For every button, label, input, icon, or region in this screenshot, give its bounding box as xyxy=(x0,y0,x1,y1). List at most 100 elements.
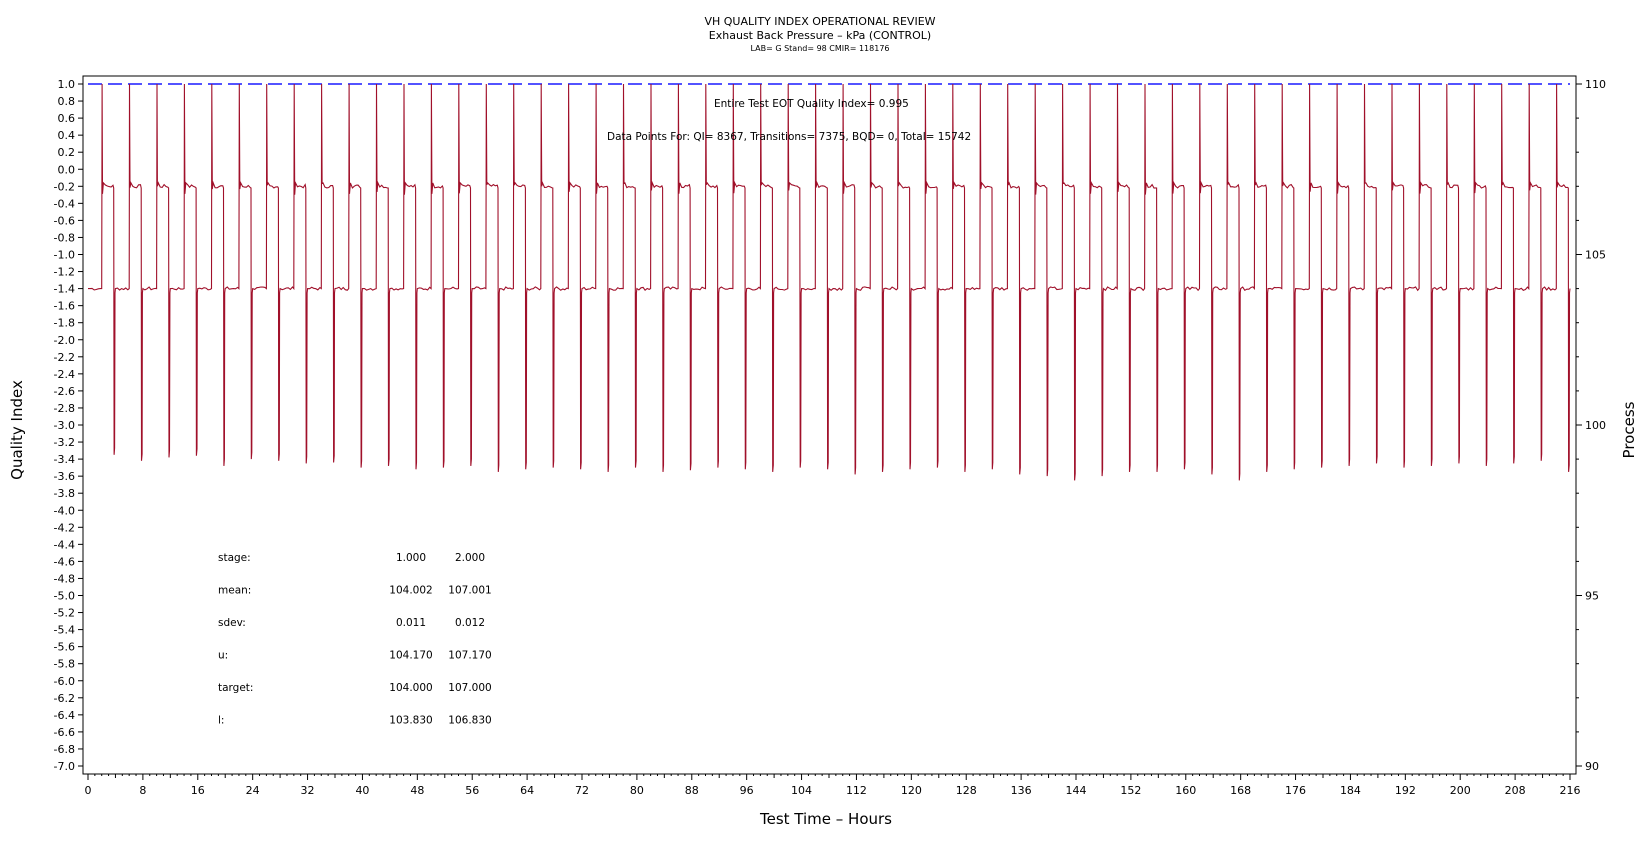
x-tick-label: 144 xyxy=(1066,784,1087,797)
left-tick-label: 0.0 xyxy=(58,163,76,176)
x-tick-label: 176 xyxy=(1285,784,1306,797)
x-tick-label: 64 xyxy=(520,784,534,797)
x-tick-label: 72 xyxy=(575,784,589,797)
left-tick-label: -3.2 xyxy=(54,436,75,449)
left-tick-label: 0.4 xyxy=(58,129,76,142)
left-tick-label: -3.6 xyxy=(54,470,75,483)
x-tick-label: 128 xyxy=(956,784,977,797)
quality-index-series xyxy=(88,83,1571,481)
left-tick-label: -6.2 xyxy=(54,692,75,705)
x-tick-label: 80 xyxy=(630,784,644,797)
left-tick-label: -6.4 xyxy=(54,709,75,722)
left-tick-label: -2.2 xyxy=(54,351,75,364)
left-axis: 1.0 0.8 0.6 0.4 0.2 0.0 -0.2 -0.4 -0.6 -0.8 -1.0 -1… xyxy=(54,78,83,773)
stats-value: 104.002 xyxy=(389,585,432,597)
x-tick-label: 8 xyxy=(139,784,146,797)
x-tick-label: 208 xyxy=(1505,784,1526,797)
right-tick-label: 100 xyxy=(1585,419,1606,432)
left-tick-label: -2.4 xyxy=(54,368,75,381)
left-tick-label: -3.0 xyxy=(54,419,75,432)
series-group xyxy=(88,83,1571,481)
x-tick-label: 120 xyxy=(901,784,922,797)
left-tick-label: 0.6 xyxy=(58,112,76,125)
chart-subtitle-lab: LAB= G Stand= 98 CMIR= 118176 xyxy=(750,44,889,53)
stats-value: 106.830 xyxy=(448,715,491,727)
annotation-data-points: Data Points For: QI= 8367, Transitions= … xyxy=(607,131,971,143)
x-tick-label: 112 xyxy=(846,784,867,797)
left-tick-label: -0.6 xyxy=(54,214,75,227)
right-tick-label: 90 xyxy=(1585,760,1599,773)
left-tick-label: -5.4 xyxy=(54,624,75,637)
x-tick-label: 96 xyxy=(740,784,754,797)
stats-value: 104.000 xyxy=(389,682,432,694)
left-tick-label: 0.8 xyxy=(58,95,76,108)
left-tick-label: -2.0 xyxy=(54,334,75,347)
left-tick-label: -0.2 xyxy=(54,180,75,193)
stats-value: 1.000 xyxy=(396,552,426,564)
x-tick-label: 160 xyxy=(1175,784,1196,797)
x-tick-label: 216 xyxy=(1560,784,1581,797)
left-tick-label: -6.0 xyxy=(54,675,75,688)
left-tick-label: -1.8 xyxy=(54,317,75,330)
left-tick-label: -3.4 xyxy=(54,453,75,466)
stats-value: 107.170 xyxy=(448,650,491,662)
x-axis-label: Test Time – Hours xyxy=(759,810,892,828)
stats-label: stage: xyxy=(218,552,251,564)
left-tick-label: -0.4 xyxy=(54,197,75,210)
x-tick-label: 24 xyxy=(246,784,260,797)
left-tick-label: -7.0 xyxy=(54,760,75,773)
left-tick-label: -4.0 xyxy=(54,504,75,517)
x-axis: 0 8 16 24 32 40 48 56 64 72 80 88 96 104 112 120 128 136 1… xyxy=(85,774,1581,797)
x-tick-label: 168 xyxy=(1230,784,1251,797)
y-axis-label-left: Quality Index xyxy=(8,380,26,480)
left-tick-label: 0.2 xyxy=(58,146,76,159)
left-tick-label: -2.6 xyxy=(54,385,75,398)
right-tick-label: 95 xyxy=(1585,590,1599,603)
left-tick-label: -1.2 xyxy=(54,266,75,279)
x-tick-label: 184 xyxy=(1340,784,1361,797)
stats-label: target: xyxy=(218,682,253,694)
x-tick-label: 104 xyxy=(791,784,812,797)
stats-value: 103.830 xyxy=(389,715,432,727)
x-tick-label: 40 xyxy=(355,784,369,797)
left-tick-label: -6.6 xyxy=(54,726,75,739)
left-tick-label: -3.8 xyxy=(54,487,75,500)
stats-value: 104.170 xyxy=(389,650,432,662)
stats-value: 2.000 xyxy=(455,552,485,564)
left-tick-label: 1.0 xyxy=(58,78,76,91)
x-tick-label: 48 xyxy=(410,784,424,797)
stats-label: sdev: xyxy=(218,617,246,629)
left-tick-label: -5.0 xyxy=(54,590,75,603)
left-tick-label: -0.8 xyxy=(54,231,75,244)
left-tick-label: -4.2 xyxy=(54,521,75,534)
x-tick-label: 200 xyxy=(1450,784,1471,797)
chart-title: VH QUALITY INDEX OPERATIONAL REVIEW xyxy=(704,15,935,28)
x-tick-label: 16 xyxy=(191,784,205,797)
stats-value: 0.011 xyxy=(396,617,426,629)
x-tick-label: 136 xyxy=(1011,784,1032,797)
left-tick-label: -2.8 xyxy=(54,402,75,415)
stats-label: l: xyxy=(218,715,224,727)
x-tick-label: 32 xyxy=(301,784,315,797)
left-tick-label: -4.6 xyxy=(54,555,75,568)
right-tick-label: 110 xyxy=(1585,78,1606,91)
left-tick-label: -5.6 xyxy=(54,641,75,654)
left-tick-label: -5.8 xyxy=(54,658,75,671)
x-tick-label: 56 xyxy=(465,784,479,797)
stats-value: 0.012 xyxy=(455,617,485,629)
stats-value: 107.000 xyxy=(448,682,491,694)
stats-label: u: xyxy=(218,650,228,662)
right-tick-label: 105 xyxy=(1585,249,1606,262)
left-tick-label: -4.8 xyxy=(54,572,75,585)
left-tick-label: -4.4 xyxy=(54,538,75,551)
right-axis: 90 95 100 105 110 xyxy=(1576,78,1606,773)
x-tick-label: 0 xyxy=(85,784,92,797)
stats-label: mean: xyxy=(218,585,251,597)
left-tick-label: -5.2 xyxy=(54,607,75,620)
left-tick-label: -1.0 xyxy=(54,249,75,262)
stats-table: stage: 1.000 2.000 mean: 104.002 107.001 sdev:… xyxy=(218,552,492,727)
x-tick-label: 88 xyxy=(685,784,699,797)
left-tick-label: -6.8 xyxy=(54,743,75,756)
x-tick-label: 192 xyxy=(1395,784,1416,797)
x-tick-label: 152 xyxy=(1120,784,1141,797)
